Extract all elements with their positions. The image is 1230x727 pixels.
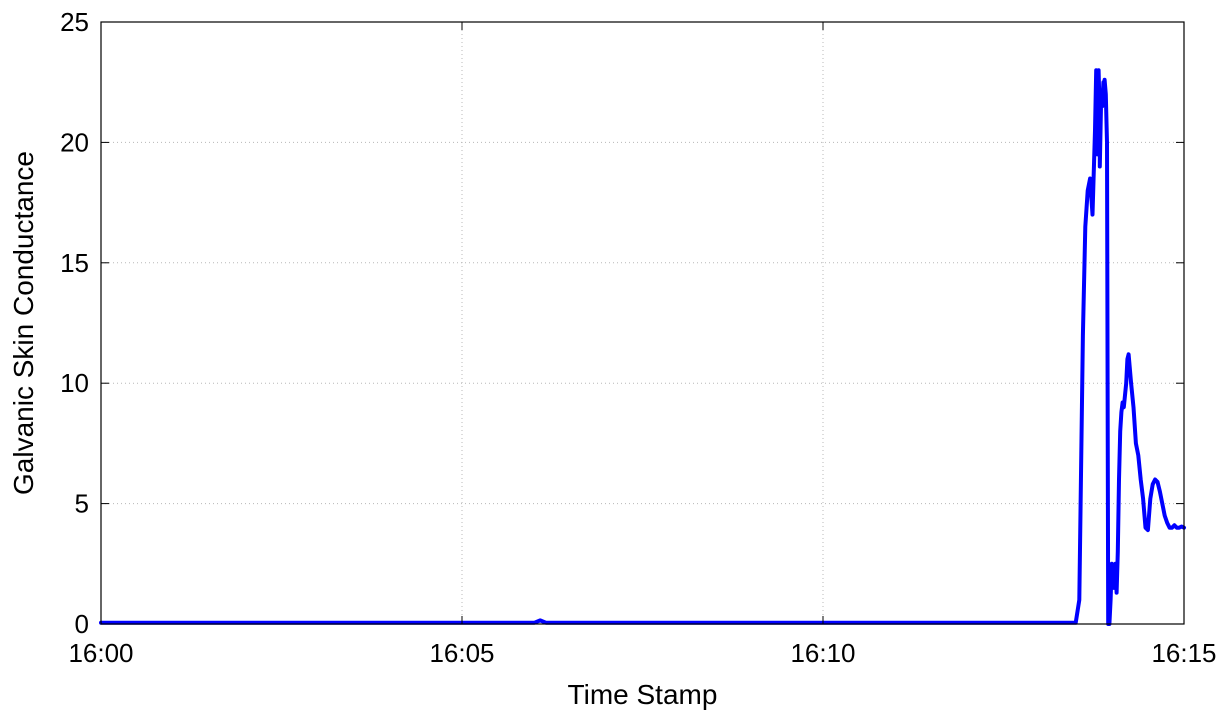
y-tick-label: 25 (60, 7, 89, 37)
y-axis-ticks: 0 5 10 15 20 25 (60, 7, 1184, 639)
x-tick-label: 16:15 (1151, 638, 1216, 668)
y-tick-label: 20 (60, 127, 89, 157)
x-axis-title: Time Stamp (568, 679, 718, 710)
series-line-0 (99, 68, 1186, 626)
plot-area (101, 22, 1184, 624)
y-tick-label: 5 (75, 489, 89, 519)
x-axis-ticks: 16:00 16:05 16:10 16:15 (68, 22, 1217, 668)
y-tick-label: 10 (60, 368, 89, 398)
grid-lines (101, 22, 1184, 624)
y-tick-label: 15 (60, 248, 89, 278)
x-tick-label: 16:10 (790, 638, 855, 668)
series-layer (99, 68, 1186, 626)
x-tick-label: 16:00 (68, 638, 133, 668)
x-tick-label: 16:05 (429, 638, 494, 668)
y-tick-label: 0 (75, 609, 89, 639)
y-axis-title: Galvanic Skin Conductance (8, 151, 39, 495)
plot-frame (100, 21, 1185, 625)
